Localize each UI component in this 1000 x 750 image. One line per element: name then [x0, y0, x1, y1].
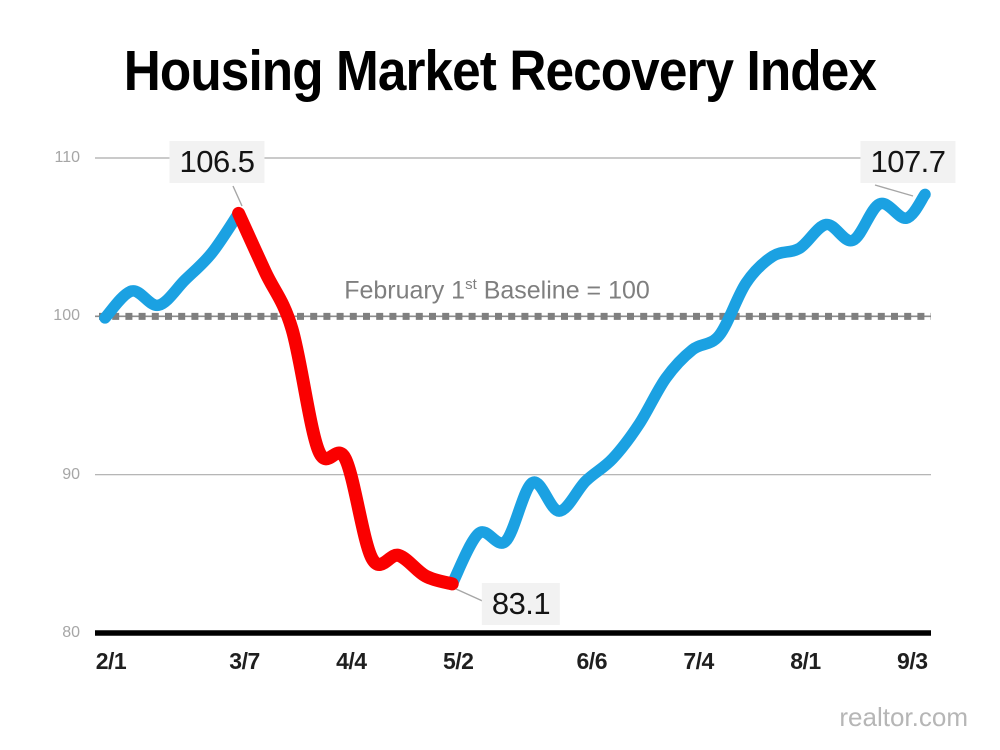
- x-tick-label-9-3: 9/3: [897, 648, 928, 674]
- chart-title: Housing Market Recovery Index: [0, 38, 1000, 104]
- x-tick-label-3-7: 3/7: [229, 648, 260, 674]
- leader-line-0: [232, 185, 243, 207]
- callout-106.5: 106.5: [169, 141, 265, 183]
- watermark-realtor-com: realtor.com: [839, 702, 968, 732]
- baseline-annotation-prefix: February 1: [344, 276, 466, 305]
- callout-107.7: 107.7: [860, 141, 956, 183]
- y-tick-label-80: 80: [62, 624, 80, 641]
- index-line: [99, 188, 931, 591]
- x-tick-label-2-1: 2/1: [95, 648, 127, 674]
- gridlines: [95, 157, 931, 636]
- y-tick-label-100: 100: [53, 307, 80, 325]
- y-tick-label-110: 110: [54, 149, 80, 166]
- baseline-annotation: February 1st Baseline = 100: [85, 276, 909, 305]
- index-line-segment-recovery: [446, 188, 931, 590]
- baseline-annotation-ordinal: st: [465, 276, 477, 293]
- x-tick-label-7-4: 7/4: [683, 648, 714, 674]
- index-line-segment-covid-decline: [232, 206, 459, 591]
- y-tick-label-90: 90: [62, 465, 80, 483]
- index-line-segment-pre-covid-rise: [99, 207, 245, 324]
- callout-leader-lines: [232, 184, 914, 604]
- x-tick-label-4-4: 4/4: [336, 648, 367, 674]
- callout-83.1: 83.1: [481, 583, 561, 625]
- x-tick-label-5-2: 5/2: [442, 648, 474, 674]
- chart-title-text: Housing Market Recovery Index: [123, 39, 877, 103]
- x-tick-label-8-1: 8/1: [790, 648, 821, 674]
- leader-line-2: [874, 184, 914, 197]
- baseline-annotation-suffix: Baseline = 100: [476, 276, 650, 305]
- x-tick-label-6-6: 6/6: [576, 648, 608, 674]
